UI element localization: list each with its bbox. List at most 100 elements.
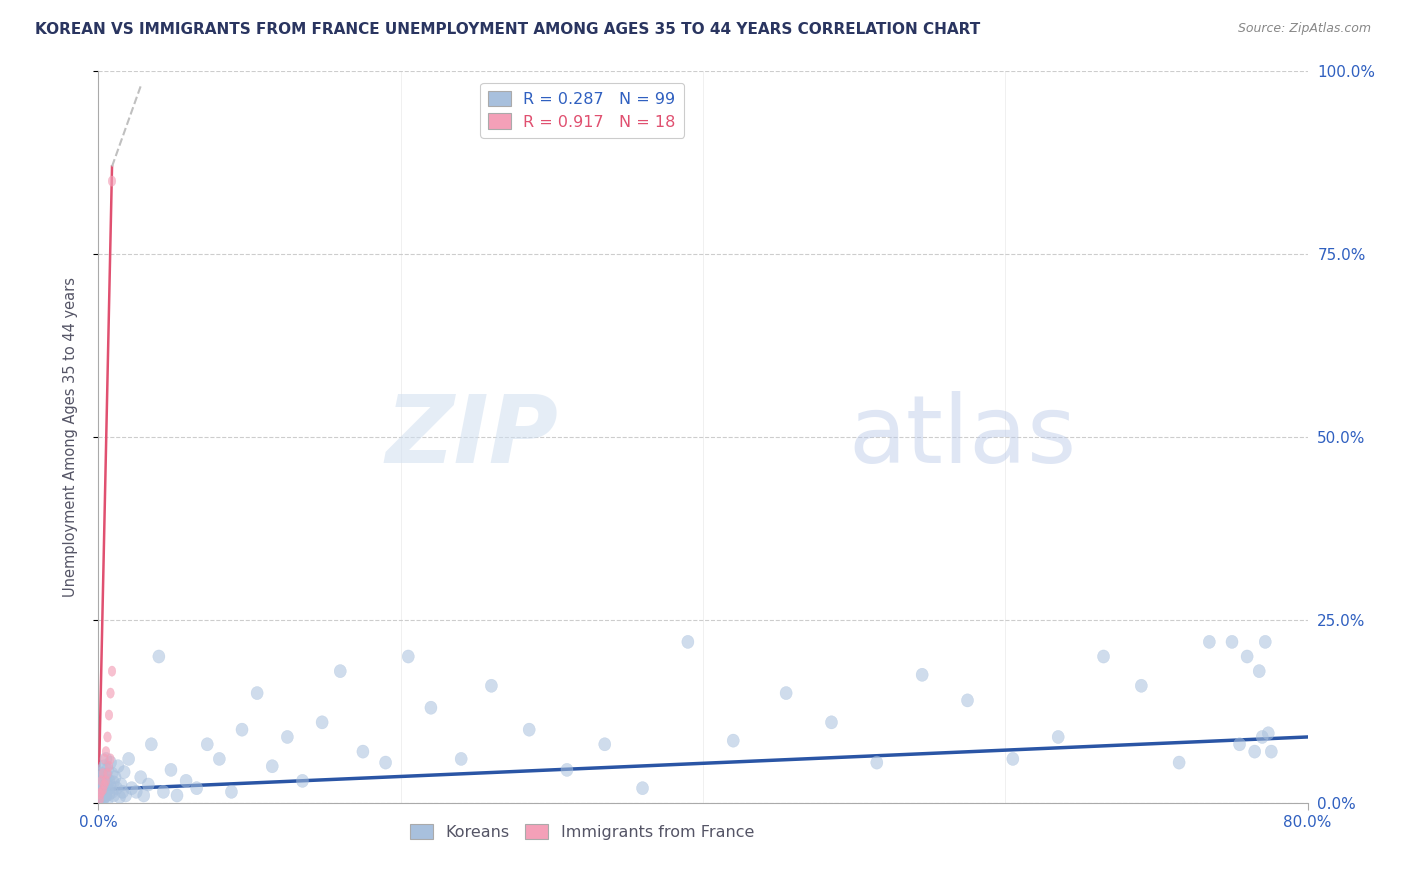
Ellipse shape bbox=[297, 774, 308, 788]
Ellipse shape bbox=[180, 774, 193, 788]
Ellipse shape bbox=[111, 781, 122, 795]
Ellipse shape bbox=[1007, 752, 1019, 765]
Ellipse shape bbox=[98, 772, 111, 786]
Ellipse shape bbox=[214, 752, 225, 765]
Ellipse shape bbox=[105, 761, 112, 772]
Ellipse shape bbox=[96, 788, 107, 801]
Ellipse shape bbox=[97, 776, 110, 789]
Ellipse shape bbox=[104, 768, 111, 779]
Ellipse shape bbox=[110, 771, 121, 784]
Ellipse shape bbox=[561, 764, 574, 776]
Ellipse shape bbox=[108, 666, 115, 676]
Ellipse shape bbox=[1173, 756, 1185, 769]
Ellipse shape bbox=[122, 752, 135, 765]
Ellipse shape bbox=[94, 789, 105, 802]
Ellipse shape bbox=[100, 768, 107, 779]
Ellipse shape bbox=[107, 776, 120, 789]
Ellipse shape bbox=[335, 665, 346, 678]
Ellipse shape bbox=[100, 789, 112, 802]
Ellipse shape bbox=[118, 765, 131, 779]
Ellipse shape bbox=[103, 788, 115, 801]
Ellipse shape bbox=[380, 756, 392, 769]
Ellipse shape bbox=[870, 756, 883, 769]
Ellipse shape bbox=[112, 760, 124, 772]
Ellipse shape bbox=[107, 688, 114, 698]
Ellipse shape bbox=[266, 760, 278, 772]
Ellipse shape bbox=[103, 747, 110, 756]
Ellipse shape bbox=[105, 767, 118, 780]
Ellipse shape bbox=[117, 785, 129, 798]
Ellipse shape bbox=[357, 745, 368, 758]
Ellipse shape bbox=[236, 723, 247, 736]
Ellipse shape bbox=[105, 785, 118, 798]
Ellipse shape bbox=[94, 774, 105, 788]
Ellipse shape bbox=[100, 768, 112, 781]
Ellipse shape bbox=[1204, 635, 1215, 648]
Ellipse shape bbox=[225, 785, 238, 798]
Ellipse shape bbox=[1260, 635, 1271, 648]
Ellipse shape bbox=[523, 723, 536, 736]
Ellipse shape bbox=[780, 687, 792, 699]
Ellipse shape bbox=[316, 715, 328, 729]
Ellipse shape bbox=[94, 781, 105, 795]
Ellipse shape bbox=[917, 668, 928, 681]
Ellipse shape bbox=[96, 794, 104, 805]
Ellipse shape bbox=[101, 783, 114, 797]
Ellipse shape bbox=[1265, 745, 1278, 758]
Ellipse shape bbox=[101, 754, 108, 764]
Ellipse shape bbox=[1135, 679, 1147, 692]
Ellipse shape bbox=[100, 778, 112, 791]
Ellipse shape bbox=[96, 780, 107, 793]
Ellipse shape bbox=[94, 778, 105, 791]
Ellipse shape bbox=[485, 679, 498, 692]
Ellipse shape bbox=[1256, 731, 1268, 744]
Ellipse shape bbox=[97, 793, 110, 805]
Ellipse shape bbox=[114, 790, 125, 804]
Ellipse shape bbox=[98, 790, 111, 804]
Ellipse shape bbox=[1253, 665, 1265, 678]
Ellipse shape bbox=[281, 731, 294, 744]
Ellipse shape bbox=[97, 785, 110, 798]
Ellipse shape bbox=[115, 778, 127, 791]
Ellipse shape bbox=[201, 738, 214, 751]
Ellipse shape bbox=[1249, 745, 1261, 758]
Ellipse shape bbox=[94, 785, 105, 798]
Ellipse shape bbox=[252, 687, 263, 699]
Ellipse shape bbox=[104, 756, 117, 769]
Ellipse shape bbox=[105, 710, 112, 720]
Ellipse shape bbox=[103, 774, 115, 788]
Ellipse shape bbox=[1098, 650, 1109, 663]
Ellipse shape bbox=[96, 771, 107, 784]
Ellipse shape bbox=[402, 650, 415, 663]
Ellipse shape bbox=[107, 754, 114, 764]
Ellipse shape bbox=[125, 781, 138, 795]
Ellipse shape bbox=[107, 789, 120, 802]
Ellipse shape bbox=[101, 780, 108, 789]
Ellipse shape bbox=[100, 752, 112, 765]
Ellipse shape bbox=[1233, 738, 1246, 751]
Ellipse shape bbox=[96, 789, 104, 799]
Ellipse shape bbox=[1263, 727, 1274, 739]
Ellipse shape bbox=[1052, 731, 1064, 744]
Ellipse shape bbox=[97, 787, 105, 797]
Ellipse shape bbox=[98, 781, 111, 795]
Text: atlas: atlas bbox=[848, 391, 1077, 483]
Ellipse shape bbox=[599, 738, 610, 751]
Ellipse shape bbox=[97, 776, 105, 786]
Ellipse shape bbox=[96, 783, 107, 797]
Ellipse shape bbox=[120, 789, 132, 802]
Ellipse shape bbox=[157, 785, 170, 798]
Ellipse shape bbox=[135, 771, 146, 784]
Text: KOREAN VS IMMIGRANTS FROM FRANCE UNEMPLOYMENT AMONG AGES 35 TO 44 YEARS CORRELAT: KOREAN VS IMMIGRANTS FROM FRANCE UNEMPLO… bbox=[35, 22, 980, 37]
Ellipse shape bbox=[103, 776, 110, 786]
Y-axis label: Unemployment Among Ages 35 to 44 years: Unemployment Among Ages 35 to 44 years bbox=[63, 277, 77, 597]
Ellipse shape bbox=[96, 790, 107, 804]
Ellipse shape bbox=[682, 635, 695, 648]
Ellipse shape bbox=[97, 789, 110, 802]
Ellipse shape bbox=[727, 734, 740, 747]
Ellipse shape bbox=[138, 789, 150, 802]
Ellipse shape bbox=[191, 781, 202, 795]
Ellipse shape bbox=[104, 731, 111, 742]
Ellipse shape bbox=[962, 694, 973, 707]
Ellipse shape bbox=[98, 785, 111, 798]
